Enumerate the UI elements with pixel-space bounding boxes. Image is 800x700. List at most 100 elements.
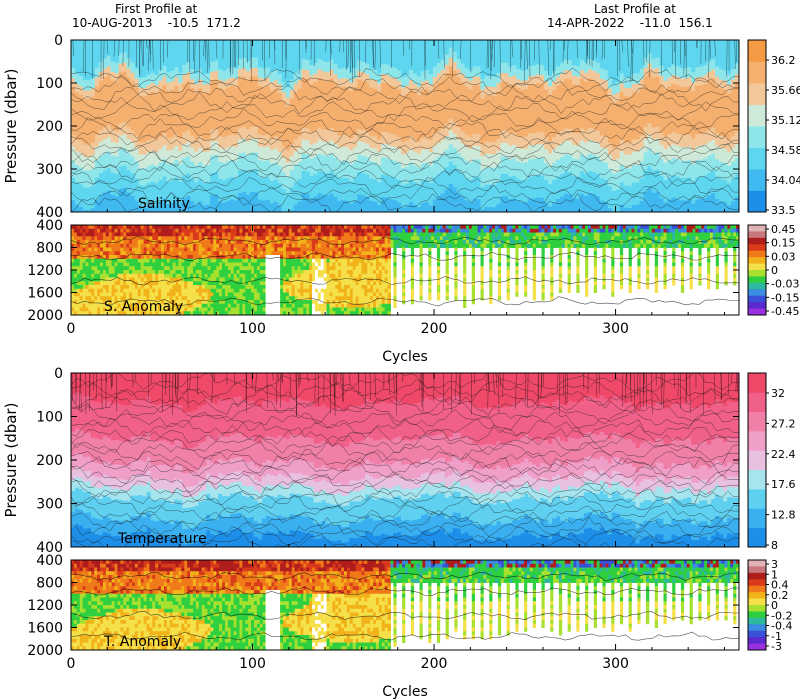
anomaly-cell [239,228,243,233]
anomaly-bar [515,270,519,275]
anomaly-cell [529,240,534,245]
anomaly-cell [355,281,360,286]
field-cell [126,77,132,128]
field-cell [719,179,724,202]
anomaly-cell [274,273,278,278]
anomaly-cell [242,247,246,252]
anomaly-cell [175,273,179,278]
field-cell [428,152,434,167]
anomaly-cell [303,270,307,275]
anomaly-cell [541,236,545,241]
field-cell [361,61,366,73]
field-cell [436,156,442,175]
field-cell [707,61,712,73]
field-cell [401,207,406,212]
anomaly-cell [280,232,284,237]
anomaly-cell [143,262,148,267]
anomaly-bar [497,266,502,271]
anomaly-cell [349,247,354,252]
anomaly-cell [134,285,139,290]
anomaly-cell [131,251,136,256]
field-cell [599,147,605,162]
anomaly-cell [85,247,89,252]
anomaly-cell [73,228,78,233]
anomaly-cell [140,243,145,248]
contour-line [71,184,739,205]
anomaly-cell [454,228,458,233]
anomaly-cell [245,296,249,301]
field-cell [134,40,140,69]
anomaly-bar [471,258,475,263]
field-cell [226,40,231,70]
anomaly-cell [375,288,380,293]
anomaly-cell [495,243,499,248]
anomaly-cell [126,270,130,275]
anomaly-cell [268,292,272,297]
field-cell [707,129,712,143]
anomaly-cell [152,292,156,297]
anomaly-bar [506,277,510,282]
anomaly-cell [251,296,255,301]
anomaly-cell [497,236,502,241]
anomaly-cell [227,255,232,260]
anomaly-cell [326,225,330,230]
field-cell [492,87,498,97]
anomaly-bar [515,247,519,252]
anomaly-cell [253,292,258,297]
anomaly-cell [172,281,177,286]
anomaly-cell [207,247,211,252]
field-cell [166,150,172,165]
anomaly-cell [303,273,307,278]
anomaly-bar [471,296,475,301]
anomaly-cell [370,303,374,308]
anomaly-cell [349,270,354,275]
anomaly-cell [320,247,325,252]
anomaly-cell [465,232,470,237]
field-cell [703,144,708,159]
anomaly-cell [245,311,249,315]
anomaly-cell [192,285,197,290]
anomaly-cell [285,288,290,293]
anomaly-cell [131,277,136,282]
anomaly-cell [134,300,139,305]
anomaly-bar [393,273,397,278]
anomaly-cell [297,266,301,271]
anomaly-cell [338,303,342,308]
field-cell [393,78,398,88]
anomaly-cell [172,285,177,290]
field-cell [484,153,490,168]
field-cell [78,141,84,154]
anomaly-cell [187,300,191,305]
field-cell [591,129,597,142]
field-cell [146,152,152,167]
field-cell [536,174,541,198]
anomaly-cell [251,285,255,290]
anomaly-cell [184,285,188,290]
anomaly-cell [117,258,121,263]
anomaly-cell [123,232,127,237]
field-cell [325,155,331,174]
anomaly-cell [297,307,301,312]
anomaly-cell [375,292,380,297]
field-cell [528,145,533,160]
anomaly-bar [550,273,554,278]
anomaly-bar [428,273,432,278]
field-cell [595,196,601,212]
anomaly-cell [158,273,162,278]
anomaly-cell [242,285,246,290]
anomaly-cell [253,285,258,290]
anomaly-bar [436,266,441,271]
anomaly-cell [358,273,362,278]
field-cell [528,76,533,86]
anomaly-cell [495,236,499,241]
anomaly-cell [378,258,383,263]
anomaly-cell [323,266,328,271]
field-cell [436,131,442,144]
field-cell [432,176,438,200]
first-profile-title: First Profile at [115,2,198,16]
anomaly-cell [512,225,516,230]
anomaly-cell [550,243,554,248]
anomaly-cell [274,228,278,233]
anomaly-cell [381,288,386,293]
anomaly-bar [393,247,397,252]
